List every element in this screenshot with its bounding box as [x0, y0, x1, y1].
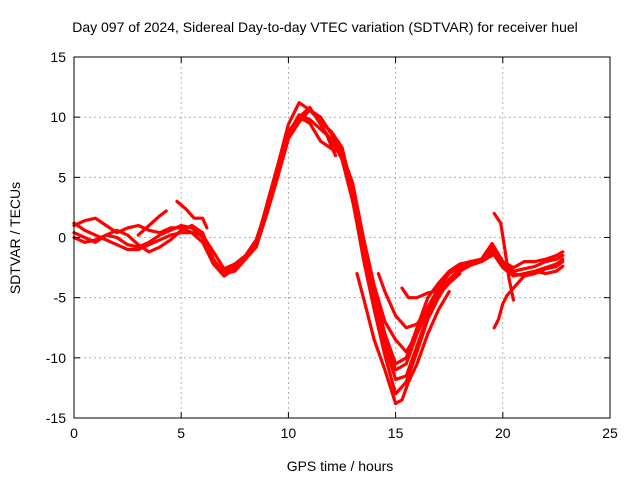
series-line-track-2: [72, 108, 565, 366]
series-line-track-10: [492, 211, 516, 302]
y-tick-label: 10: [50, 109, 66, 125]
series-line-track-11: [136, 209, 168, 237]
axis-ticks: 0 5 10 15 20 25 -15 -10 -5 0 5 10 15: [46, 49, 618, 441]
y-axis-label: SDTVAR / TECUs: [7, 182, 23, 294]
y-tick-label: -10: [46, 350, 66, 366]
data-series: [72, 101, 565, 406]
series-line-track-9: [492, 264, 565, 330]
series-line-track-13: [325, 133, 338, 158]
x-tick-label: 10: [281, 425, 297, 441]
series-line-track-3: [72, 101, 565, 372]
series-line-track-7: [376, 272, 462, 330]
y-tick-label: 15: [50, 49, 66, 65]
x-tick-label: 5: [177, 425, 185, 441]
x-tick-label: 0: [70, 425, 78, 441]
series-line-track-12: [175, 199, 209, 230]
x-axis-label: GPS time / hours: [287, 458, 394, 474]
y-tick-label: 0: [58, 230, 66, 246]
chart-title: Day 097 of 2024, Sidereal Day-to-day VTE…: [72, 19, 578, 35]
y-tick-label: -15: [46, 410, 66, 426]
series-line-track-6: [355, 272, 451, 406]
x-tick-label: 20: [495, 425, 511, 441]
x-tick-label: 25: [602, 425, 618, 441]
x-tick-label: 15: [388, 425, 404, 441]
y-tick-label: 5: [58, 169, 66, 185]
grid: [74, 57, 610, 418]
series-line-track-8: [400, 260, 473, 300]
y-tick-label: -5: [54, 290, 67, 306]
